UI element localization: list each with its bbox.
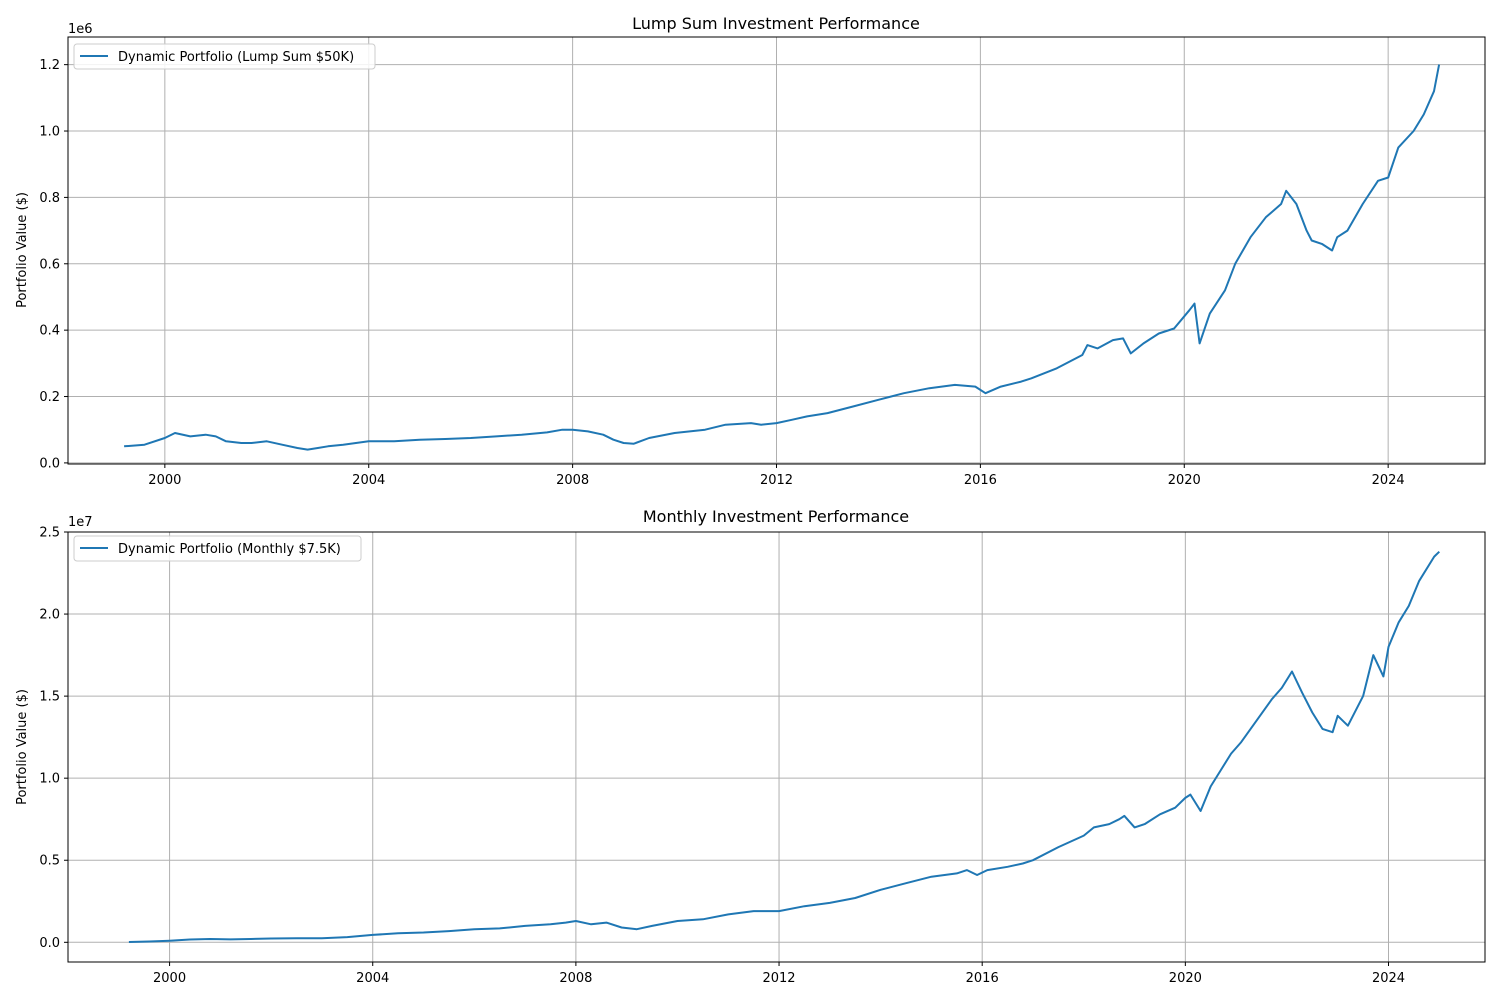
chart1-y-tick-label: 1.0 xyxy=(39,125,60,140)
chart2-y-tick-label: 1.0 xyxy=(39,772,60,787)
chart1-y-multiplier: 1e6 xyxy=(68,22,93,37)
chart1-x-tick-label: 2024 xyxy=(1372,473,1405,488)
chart2-x-tick-label: 2020 xyxy=(1169,971,1202,986)
chart-monthly: 2000 2004 2008 2012 2016 2020 2024 0.0 0.5 1.0 1.… xyxy=(15,507,1486,986)
chart1-y-axis-label: Portfolio Value ($) xyxy=(15,192,30,308)
chart2-x-ticks: 2000 2004 2008 2012 2016 2020 2024 xyxy=(153,962,1405,986)
chart1-x-tick-label: 2000 xyxy=(148,473,181,488)
chart1-y-ticks: 0.0 0.2 0.4 0.6 0.8 1.0 1.2 xyxy=(39,58,68,471)
chart1-y-tick-label: 1.2 xyxy=(39,58,60,73)
chart1-x-tick-label: 2020 xyxy=(1168,473,1201,488)
chart1-y-tick-label: 0.4 xyxy=(39,324,60,339)
chart2-y-multiplier: 1e7 xyxy=(68,515,93,530)
chart2-legend-label: Dynamic Portfolio (Monthly $7.5K) xyxy=(118,542,341,557)
chart1-x-tick-label: 2012 xyxy=(760,473,793,488)
chart1-legend: Dynamic Portfolio (Lump Sum $50K) xyxy=(73,43,376,70)
chart1-legend-label: Dynamic Portfolio (Lump Sum $50K) xyxy=(118,50,354,65)
chart2-x-tick-label: 2012 xyxy=(762,971,795,986)
chart2-plot-frame xyxy=(67,531,1486,963)
chart2-x-tick-label: 2024 xyxy=(1372,971,1405,986)
chart2-y-ticks: 0.0 0.5 1.0 1.5 2.0 2.5 xyxy=(39,526,68,951)
chart2-x-tick-label: 2000 xyxy=(153,971,186,986)
chart-lump-sum: 2000 2004 2008 2012 2016 2020 2024 0.00.20.40.… xyxy=(15,14,1486,488)
chart2-x-tick-label: 2004 xyxy=(356,971,389,986)
chart2-y-tick-label: 1.5 xyxy=(39,690,60,705)
chart1-x-tick-label: 2016 xyxy=(964,473,997,488)
chart2-legend-box xyxy=(73,535,362,562)
chart2-x-tick-label: 2008 xyxy=(559,971,592,986)
chart1-title: Lump Sum Investment Performance xyxy=(632,14,920,33)
chart2-series-line xyxy=(128,550,1440,943)
chart2-x-tick-label: 2016 xyxy=(966,971,999,986)
chart1-x-tick-label: 2008 xyxy=(556,473,589,488)
chart2-y-axis-label: Portfolio Value ($) xyxy=(15,689,30,805)
chart2-legend: Dynamic Portfolio (Monthly $7.5K) xyxy=(73,535,362,562)
chart2-y-tick-label: 0.5 xyxy=(39,854,60,869)
chart2-y-tick-label: 2.0 xyxy=(39,608,60,623)
chart2-y-tick-label: 2.5 xyxy=(39,526,60,541)
chart1-legend-box xyxy=(73,43,376,70)
chart1-series-line xyxy=(124,64,1441,451)
chart2-title: Monthly Investment Performance xyxy=(643,507,909,526)
chart1-y-tick-label: 0.8 xyxy=(39,191,60,206)
chart1-y-tick-label: 0.6 xyxy=(39,257,60,272)
chart1-x-ticks: 2000 2004 2008 2012 2016 2020 2024 xyxy=(148,464,1405,488)
chart1-y-tick-label: 0.0 xyxy=(39,456,60,471)
chart1-x-tick-label: 2004 xyxy=(352,473,385,488)
chart2-y-tick-label: 0.0 xyxy=(39,936,60,951)
chart1-y-tick-label: 0.2 xyxy=(39,390,60,405)
